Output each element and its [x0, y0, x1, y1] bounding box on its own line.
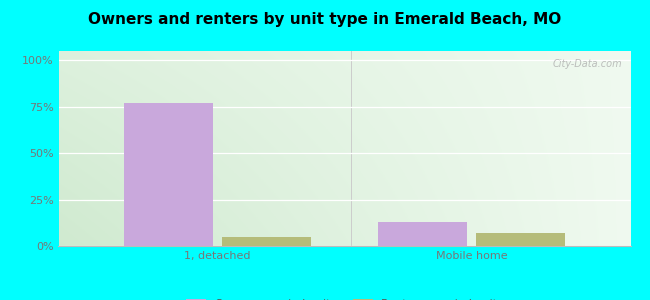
Text: Owners and renters by unit type in Emerald Beach, MO: Owners and renters by unit type in Emera… — [88, 12, 562, 27]
Bar — [222, 237, 311, 246]
Text: City-Data.com: City-Data.com — [552, 59, 622, 69]
Bar — [124, 103, 213, 246]
Legend: Owner occupied units, Renter occupied units: Owner occupied units, Renter occupied un… — [181, 295, 508, 300]
Bar — [378, 222, 467, 246]
Bar — [476, 233, 565, 246]
